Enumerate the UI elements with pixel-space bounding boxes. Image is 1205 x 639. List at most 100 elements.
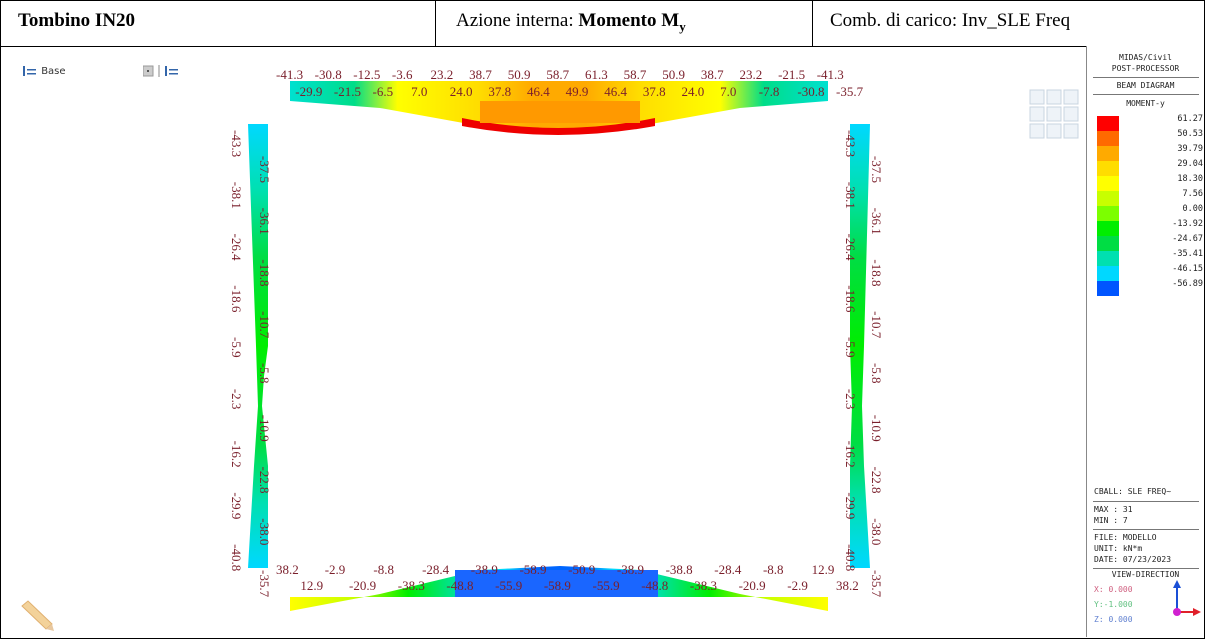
legend-value: 39.79	[1177, 144, 1203, 154]
moment-value-label: -36.1	[257, 208, 272, 235]
max-label: MAX : 31	[1094, 505, 1133, 514]
legend-value: 50.53	[1177, 129, 1203, 139]
divider	[1093, 568, 1199, 569]
moment-value-label: -12.5	[353, 67, 380, 82]
moment-value-label: -50.9	[568, 562, 595, 577]
moment-value-label: 38.2	[276, 562, 299, 577]
post-processor-panel: MIDAS/Civil POST-PROCESSOR BEAM DIAGRAM …	[1086, 46, 1204, 637]
view-cube-icon[interactable]	[1028, 88, 1080, 140]
view-y: Y:-1.000	[1094, 600, 1133, 609]
bottom-slab-mid	[455, 570, 658, 597]
moment-value-label: 49.9	[566, 84, 589, 99]
moment-value-label: 7.0	[720, 84, 736, 99]
moment-value-label: 46.4	[527, 84, 550, 99]
moment-value-label: -2.3	[843, 389, 858, 410]
moment-value-label: 50.9	[662, 67, 685, 82]
axis-triad-icon	[1173, 580, 1201, 616]
right-wall-labels: -43.3 -37.5 -38.1 -36.1 -26.4 -18.8 -18.6 -10.7…	[843, 130, 884, 598]
moment-value-label: -41.3	[276, 67, 303, 82]
min-label: MIN : 7	[1094, 516, 1128, 525]
legend-value: -13.92	[1172, 219, 1203, 229]
moment-value-label: 58.7	[546, 67, 569, 82]
top-slab-peak	[462, 118, 655, 135]
legend-swatch	[1097, 206, 1119, 221]
grid-icon	[23, 66, 36, 76]
moment-value-label: -55.9	[593, 578, 620, 593]
legend-swatch	[1097, 131, 1119, 146]
moment-value-label: -2.9	[325, 562, 346, 577]
view-z: Z: 0.000	[1094, 615, 1133, 624]
legend-swatch	[1097, 281, 1119, 296]
legend-swatch	[1097, 236, 1119, 251]
moment-value-label: -37.5	[257, 156, 272, 183]
moment-value-label: 7.0	[411, 84, 427, 99]
action-subscript: y	[679, 18, 686, 34]
bottom-slab-labels: 38.212.9-2.9-20.9-8.8-38.3-28.4-48.8-38.…	[276, 562, 859, 593]
cball-label: CBALL: SLE FREQ~	[1094, 487, 1172, 496]
program-name: MIDAS/Civil	[1119, 53, 1172, 62]
legend-value: 7.56	[1182, 189, 1203, 199]
divider	[1093, 77, 1199, 78]
moment-value-label: -38.8	[666, 562, 693, 577]
moment-value-label: 24.0	[450, 84, 473, 99]
pencil-icon[interactable]	[18, 598, 58, 634]
moment-value-label: 38.7	[469, 67, 492, 82]
component-name: MOMENT-y	[1126, 99, 1165, 108]
header-divider	[435, 0, 436, 46]
moment-value-label: 61.3	[585, 67, 608, 82]
moment-value-label: -26.4	[843, 234, 858, 262]
legend-value: 29.04	[1177, 159, 1203, 169]
moment-value-label: -2.3	[229, 389, 244, 410]
left-wall-moment	[248, 124, 268, 568]
moment-value-label: -35.7	[257, 570, 272, 598]
moment-value-label: 37.8	[488, 84, 511, 99]
action-prefix: Azione interna:	[456, 10, 579, 31]
moment-value-label: -21.5	[778, 67, 805, 82]
legend-value: 18.30	[1177, 174, 1203, 184]
legend-swatch	[1097, 266, 1119, 281]
legend-value: -24.67	[1172, 234, 1203, 244]
legend-swatch	[1097, 191, 1119, 206]
load-combination: Comb. di carico: Inv_SLE Freq	[830, 10, 1071, 31]
moment-value-label: -10.7	[869, 311, 884, 339]
legend-value: 0.00	[1182, 204, 1203, 214]
date-label: DATE: 07/23/2023	[1094, 555, 1172, 564]
structure-title: Tombino IN20	[18, 10, 136, 31]
top-slab-labels: -41.3-29.9-30.8-21.5-12.5-6.5-3.67.023.2…	[276, 67, 864, 99]
legend-swatch	[1097, 176, 1119, 191]
moment-value-label: -30.8	[797, 84, 824, 99]
moment-value-label: -48.8	[446, 578, 473, 593]
legend-value: -46.15	[1172, 264, 1203, 274]
moment-value-label: 38.7	[701, 67, 724, 82]
moment-value-label: -38.9	[471, 562, 498, 577]
diagram-type: BEAM DIAGRAM	[1116, 81, 1175, 90]
moment-value-label: -40.8	[843, 544, 858, 571]
moment-value-label: -18.8	[257, 259, 272, 286]
file-label: FILE: MODELLO	[1094, 533, 1157, 542]
top-slab-mid	[480, 101, 640, 123]
moment-value-label: -29.9	[843, 492, 858, 519]
moment-value-label: -10.9	[257, 415, 272, 442]
base-toolbar[interactable]: Base	[22, 64, 66, 78]
moment-value-label: -36.1	[869, 208, 884, 235]
view-x: X: 0.000	[1094, 585, 1133, 594]
moment-value-label: -48.8	[641, 578, 668, 593]
moment-value-label: -38.3	[398, 578, 425, 593]
moment-value-label: -5.9	[843, 337, 858, 358]
moment-value-label: -18.6	[229, 285, 244, 313]
moment-value-label: -43.3	[229, 130, 244, 157]
divider	[1093, 94, 1199, 95]
moment-value-label: -22.8	[257, 466, 272, 493]
moment-value-label: -18.6	[843, 285, 858, 313]
moment-value-label: -16.2	[843, 441, 858, 468]
moment-value-label: -30.8	[315, 67, 342, 82]
moment-value-label: -10.9	[869, 415, 884, 442]
moment-value-label: -10.7	[257, 311, 272, 339]
dropdown-icon[interactable]	[143, 64, 189, 78]
moment-value-label: -20.9	[739, 578, 766, 593]
color-legend: 61.27 50.53 39.79 29.04 18.30 7.56 0.00 -13.92 -…	[1087, 114, 1204, 316]
legend-swatch	[1097, 221, 1119, 236]
moment-value-label: -58.9	[519, 562, 546, 577]
legend-swatch	[1097, 251, 1119, 266]
view-toolbar[interactable]	[143, 64, 189, 78]
